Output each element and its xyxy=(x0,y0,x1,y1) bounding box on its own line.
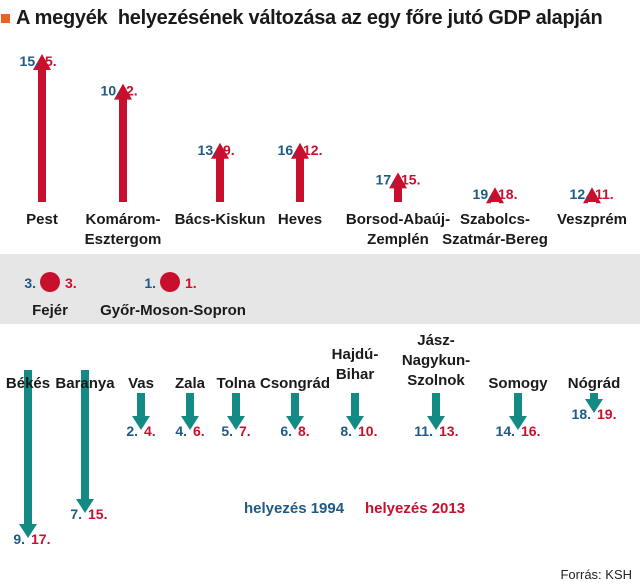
arrow-down-nograd xyxy=(585,393,603,413)
arrow-down-baranya xyxy=(76,370,94,513)
rank-2013-gyor-moson-sopron: 1. xyxy=(185,275,197,291)
arrow-up-bacs-kiskun xyxy=(211,142,229,202)
county-label-csongrad: Csongrád xyxy=(260,375,330,392)
rank-1994-komarom-esztergom: 10. xyxy=(101,83,120,99)
rank-1994-szabolcs-szatmar-bereg: 19. xyxy=(473,186,492,202)
legend-2013: helyezés 2013 xyxy=(365,500,466,517)
rank-1994-fejer: 3. xyxy=(24,275,36,291)
rank-1994-veszprem: 12. xyxy=(570,186,589,202)
rank-1994-csongrad: 6. xyxy=(280,423,292,439)
arrow-down-csongrad xyxy=(286,393,304,430)
rank-2013-borsod-abauj-zemplen: 15. xyxy=(401,171,420,187)
rank-2013-somogy: 16. xyxy=(521,423,540,439)
county-label-szabolcs-szatmar-bereg: Szabolcs- xyxy=(460,211,530,228)
source-note: Forrás: KSH xyxy=(560,567,632,582)
title-marker xyxy=(1,13,10,23)
arrow-down-zala xyxy=(181,393,199,430)
rank-1994-bekes: 9. xyxy=(13,531,25,547)
county-label-hajdu-bihar: Hajdú- xyxy=(332,346,379,363)
rank-1994-gyor-moson-sopron: 1. xyxy=(144,275,156,291)
rank-1994-jasz-nagykun-szolnok: 11. xyxy=(414,423,433,439)
county-label-szabolcs-szatmar-bereg: Szatmár-Bereg xyxy=(442,231,548,248)
arrow-down-hajdu-bihar xyxy=(346,393,364,430)
county-label-komarom-esztergom: Esztergom xyxy=(85,231,162,248)
dot-gyor-moson-sopron xyxy=(160,272,180,292)
arrow-down-tolna xyxy=(227,393,245,430)
dot-fejer xyxy=(40,272,60,292)
rank-2013-veszprem: 11. xyxy=(595,186,614,202)
arrow-down-jasz-nagykun-szolnok xyxy=(427,393,445,430)
county-label-baranya: Baranya xyxy=(55,375,115,392)
county-label-komarom-esztergom: Komárom- xyxy=(85,211,160,228)
rank-2013-pest: 5. xyxy=(45,53,57,69)
county-label-somogy: Somogy xyxy=(488,375,548,392)
arrow-up-heves xyxy=(291,142,309,202)
county-label-borsod-abauj-zemplen: Borsod-Abaúj- xyxy=(346,211,450,228)
arrow-down-vas xyxy=(132,393,150,430)
rank-2013-baranya: 15. xyxy=(88,506,107,522)
county-label-jasz-nagykun-szolnok: Nagykun- xyxy=(402,352,470,369)
county-label-gyor-moson-sopron: Győr-Moson-Sopron xyxy=(100,302,246,319)
county-label-nograd: Nógrád xyxy=(568,375,621,392)
rank-2013-heves: 12. xyxy=(303,142,322,158)
county-label-fejer: Fejér xyxy=(32,302,68,319)
county-label-heves: Heves xyxy=(278,211,322,228)
county-label-jasz-nagykun-szolnok: Szolnok xyxy=(407,372,465,389)
rank-2013-tolna: 7. xyxy=(239,423,251,439)
rank-1994-tolna: 5. xyxy=(221,423,233,439)
rank-1994-somogy: 14. xyxy=(496,423,515,439)
arrow-up-veszprem xyxy=(583,187,601,204)
rank-2013-szabolcs-szatmar-bereg: 18. xyxy=(498,186,517,202)
legend-1994: helyezés 1994 xyxy=(244,500,345,517)
arrow-down-somogy xyxy=(509,393,527,430)
rank-1994-zala: 4. xyxy=(175,423,187,439)
rank-1994-bacs-kiskun: 13. xyxy=(198,142,217,158)
rank-1994-borsod-abauj-zemplen: 17. xyxy=(376,171,395,187)
county-label-tolna: Tolna xyxy=(217,375,257,392)
rank-2013-csongrad: 8. xyxy=(298,423,310,439)
arrow-up-szabolcs-szatmar-bereg xyxy=(486,187,504,204)
arrow-up-komarom-esztergom xyxy=(114,83,132,202)
rank-2013-bacs-kiskun: 9. xyxy=(223,142,235,158)
rank-1994-baranya: 7. xyxy=(70,506,82,522)
county-label-bacs-kiskun: Bács-Kiskun xyxy=(175,211,266,228)
arrow-up-pest xyxy=(33,54,51,202)
rank-2013-komarom-esztergom: 2. xyxy=(126,83,138,99)
chart-title: A megyék helyezésének változása az egy f… xyxy=(16,6,603,29)
county-label-zala: Zala xyxy=(175,375,206,392)
county-label-hajdu-bihar: Bihar xyxy=(336,366,375,383)
rank-2013-nograd: 19. xyxy=(597,406,616,422)
rank-2013-jasz-nagykun-szolnok: 13. xyxy=(439,423,458,439)
county-label-vas: Vas xyxy=(128,375,154,392)
county-label-borsod-abauj-zemplen: Zemplén xyxy=(367,231,429,248)
rank-2013-vas: 4. xyxy=(144,423,156,439)
rank-1994-pest: 15. xyxy=(20,53,39,69)
county-label-jasz-nagykun-szolnok: Jász- xyxy=(417,332,455,349)
unchanged-band xyxy=(0,254,640,324)
rank-2013-fejer: 3. xyxy=(65,275,77,291)
county-label-veszprem: Veszprém xyxy=(557,211,627,228)
rank-2013-hajdu-bihar: 10. xyxy=(358,423,377,439)
rank-2013-bekes: 17. xyxy=(31,531,50,547)
arrow-down-bekes xyxy=(19,370,37,538)
rank-1994-vas: 2. xyxy=(126,423,138,439)
county-label-pest: Pest xyxy=(26,211,58,228)
rank-1994-heves: 16. xyxy=(278,142,297,158)
rank-1994-nograd: 18. xyxy=(572,406,591,422)
title-bar: A megyék helyezésének változása az egy f… xyxy=(0,6,603,30)
arrow-up-borsod-abauj-zemplen xyxy=(389,172,407,202)
county-label-bekes: Békés xyxy=(6,375,50,392)
rank-2013-zala: 6. xyxy=(193,423,205,439)
rank-1994-hajdu-bihar: 8. xyxy=(340,423,352,439)
